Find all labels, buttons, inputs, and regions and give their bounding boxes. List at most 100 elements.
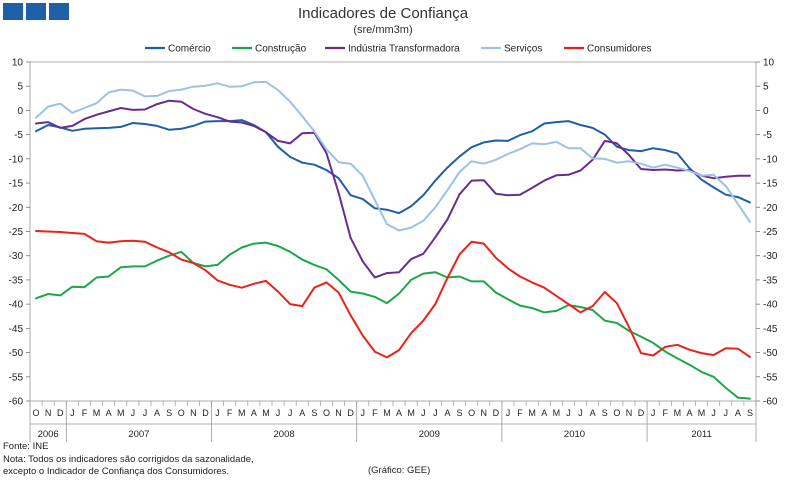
source-note: Fonte: INE	[3, 441, 49, 452]
year-label: 2006	[38, 429, 59, 440]
month-label: J	[711, 408, 716, 418]
y-tick-label-right: -40	[763, 300, 778, 311]
chart-frame: 10 10 5 5 0 0 -5 -5 -10 -10 -15 -15 -20 -20 -25 -25 -30 -…	[9, 58, 778, 442]
month-label: N	[626, 408, 633, 418]
year-label: 2008	[274, 429, 295, 440]
month-label: O	[323, 408, 330, 418]
month-label: J	[506, 408, 511, 418]
month-label: O	[468, 408, 475, 418]
y-tick-label-left: 0	[17, 106, 23, 117]
logo-square	[49, 3, 69, 20]
y-tick-label-left: -15	[9, 179, 24, 190]
month-label: F	[227, 408, 233, 418]
series-line-comercio	[35, 119, 751, 215]
month-label: A	[444, 408, 450, 418]
month-label: F	[663, 408, 669, 418]
month-label: J	[288, 408, 293, 418]
month-label: M	[674, 408, 682, 418]
y-tick-label-right: 5	[763, 82, 769, 93]
month-label: N	[190, 408, 197, 418]
year-label: 2011	[691, 429, 711, 440]
month-label: A	[541, 408, 547, 418]
plot-area	[29, 61, 757, 402]
legend-label-consumidores: Consumidores	[587, 44, 651, 55]
month-label: D	[493, 408, 500, 418]
chart-credit: (Gráfico: GEE)	[368, 465, 431, 476]
month-label: A	[396, 408, 402, 418]
y-tick-label-left: 5	[17, 82, 23, 93]
month-label: O	[613, 408, 620, 418]
footnote-line-1: Nota: Todos os indicadores são corrigido…	[3, 454, 254, 465]
month-label: J	[433, 408, 438, 418]
logo-square	[26, 3, 46, 20]
legend-label-industria-transformadora: Indústria Transformadora	[348, 44, 460, 55]
month-label: N	[335, 408, 342, 418]
y-tick-label-right: -5	[763, 130, 772, 141]
y-tick-label-right: -10	[763, 154, 778, 165]
month-label: J	[361, 408, 366, 418]
footnote-line-2: excepto o Indicador de Confiança dos Con…	[3, 466, 230, 477]
y-tick-label-right: -35	[763, 275, 778, 286]
month-label: M	[93, 408, 101, 418]
legend: Comércio Construção Indústria Transformado…	[145, 44, 651, 55]
month-label: A	[251, 408, 257, 418]
month-label: O	[33, 408, 40, 418]
month-label: J	[578, 408, 583, 418]
month-label: J	[276, 408, 281, 418]
month-label: N	[45, 408, 52, 418]
y-tick-label-left: -10	[9, 154, 24, 165]
month-label: A	[154, 408, 160, 418]
month-label: A	[735, 408, 741, 418]
confidence-chart: Indicadores de Confiança (sre/mm3m) Comé…	[9, 5, 778, 442]
month-label: M	[528, 408, 536, 418]
series-line-industria-transformadora	[35, 99, 751, 279]
y-tick-label-left: -20	[9, 203, 24, 214]
y-tick-label-right: -55	[763, 372, 778, 383]
month-label: J	[566, 408, 571, 418]
series-line-servicos	[35, 80, 751, 232]
y-tick-label-left: 10	[12, 58, 24, 69]
month-label: J	[70, 408, 75, 418]
month-label: M	[383, 408, 391, 418]
y-tick-label-right: -50	[763, 348, 778, 359]
month-label: A	[106, 408, 112, 418]
month-label: M	[407, 408, 415, 418]
month-label: O	[178, 408, 185, 418]
month-label: J	[421, 408, 426, 418]
year-label: 2007	[128, 429, 149, 440]
month-label: M	[698, 408, 706, 418]
y-tick-label-left: -55	[9, 372, 24, 383]
y-tick-label-left: -60	[9, 397, 24, 408]
y-tick-label-right: 0	[763, 106, 769, 117]
month-label: S	[311, 408, 317, 418]
logo-square	[3, 3, 23, 20]
y-tick-label-right: 10	[763, 58, 775, 69]
month-label: A	[590, 408, 596, 418]
month-label: M	[553, 408, 561, 418]
legend-label-servicos: Serviços	[504, 44, 542, 55]
month-label: F	[517, 408, 523, 418]
legend-label-construcao: Construção	[255, 44, 307, 55]
y-tick-label-left: -50	[9, 348, 24, 359]
month-label: D	[202, 408, 209, 418]
year-label: 2009	[419, 429, 440, 440]
y-tick-label-left: -30	[9, 251, 24, 262]
month-label: D	[638, 408, 645, 418]
month-label: M	[117, 408, 125, 418]
y-tick-label-left: -5	[14, 130, 23, 141]
month-label: J	[131, 408, 136, 418]
month-label: S	[457, 408, 463, 418]
y-tick-label-left: -25	[9, 227, 24, 238]
chart-subtitle: (sre/mm3m)	[353, 24, 412, 36]
y-tick-label-right: -25	[763, 227, 778, 238]
month-label: D	[347, 408, 354, 418]
y-tick-label-left: -45	[9, 324, 24, 335]
legend-label-comercio: Comércio	[168, 44, 211, 55]
y-tick-label-right: -30	[763, 251, 778, 262]
y-tick-label-left: -35	[9, 275, 24, 286]
month-label: S	[747, 408, 753, 418]
year-label: 2010	[564, 429, 585, 440]
month-label: J	[651, 408, 656, 418]
y-tick-label-right: -15	[763, 179, 778, 190]
y-tick-label-left: -40	[9, 300, 24, 311]
